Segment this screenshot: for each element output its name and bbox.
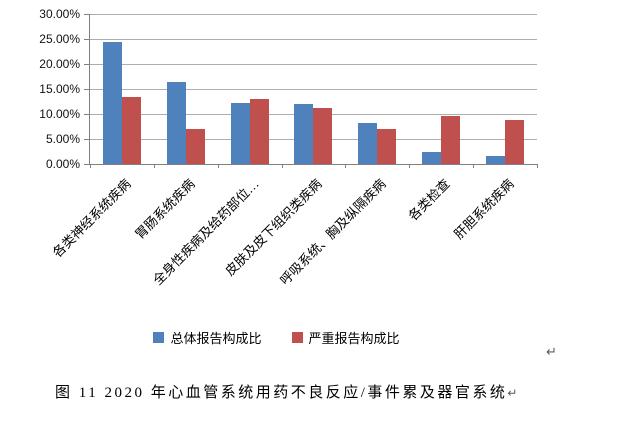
legend-swatch-serious-icon: [291, 332, 303, 343]
y-tick: [84, 64, 90, 65]
x-tick: [217, 164, 219, 168]
x-tick: [153, 164, 155, 168]
x-tick: [345, 164, 347, 168]
bar-serious: [377, 129, 397, 164]
x-tick: [281, 164, 283, 168]
legend: 总体报告构成比 严重报告构成比: [53, 328, 500, 347]
gridline: [90, 14, 537, 15]
x-category-label: 胃肠系统疾病: [131, 176, 198, 242]
bar-total: [166, 82, 186, 164]
bar-total: [358, 123, 378, 164]
caption-paragraph-mark: ↵: [507, 386, 518, 400]
figure-caption-text: 图 11 2020 年心血管系统用药不良反应/事件累及器官系统: [55, 385, 508, 401]
figure-caption: 图 11 2020 年心血管系统用药不良反应/事件累及器官系统↵: [55, 381, 517, 402]
y-tick-label: 0.00%: [45, 157, 80, 171]
gridline: [90, 89, 537, 90]
legend-item-total: 总体报告构成比: [153, 328, 262, 347]
bar-serious: [121, 97, 141, 164]
bar-serious: [249, 99, 269, 164]
bar-group: [90, 14, 154, 164]
bar-group: [154, 14, 218, 164]
y-tick: [84, 164, 90, 165]
y-tick-label: 20.00%: [39, 57, 80, 71]
bar-total: [294, 104, 314, 164]
x-axis: 各类神经系统疾病 胃肠系统疾病 全身性疾病及给药部位… 皮肤及皮下组织类疾病 呼吸系统、…: [50, 170, 536, 310]
y-tick-label: 10.00%: [39, 107, 80, 121]
gridline: [90, 64, 537, 65]
y-tick: [84, 39, 90, 40]
y-tick: [84, 89, 90, 90]
x-tick: [473, 164, 475, 168]
bar-group: [345, 14, 409, 164]
x-category-label: 全身性疾病及给药部位…: [149, 176, 262, 288]
legend-label-total: 总体报告构成比: [170, 331, 262, 346]
bar-serious: [505, 120, 525, 164]
legend-item-serious: 严重报告构成比: [291, 328, 400, 347]
y-tick-label: 5.00%: [45, 132, 80, 146]
gridline: [90, 39, 537, 40]
x-category-label: 各类神经系统疾病: [49, 176, 134, 261]
x-tick: [90, 164, 91, 168]
bar-group: [409, 14, 473, 164]
bar-total: [486, 156, 506, 164]
bar-group: [282, 14, 346, 164]
y-axis: 30.00% 25.00% 20.00% 15.00% 10.00% 5.00% 0.00%: [0, 7, 80, 171]
bar-serious: [313, 108, 333, 164]
x-tick: [537, 164, 538, 168]
x-category-label: 肝胆系统疾病: [451, 176, 517, 242]
y-tick-label: 15.00%: [39, 82, 80, 96]
bar-serious: [185, 129, 205, 164]
y-tick: [84, 14, 90, 15]
y-tick: [84, 114, 90, 115]
y-tick: [84, 139, 90, 140]
legend-swatch-total-icon: [153, 332, 165, 343]
bar-group: [218, 14, 282, 164]
paragraph-mark: ↵: [546, 344, 557, 359]
x-category-label: 各类检查: [405, 176, 453, 224]
x-tick: [409, 164, 411, 168]
y-tick-label: 30.00%: [39, 7, 80, 21]
x-category-label: 呼吸系统、胸及纵隔疾病: [277, 176, 390, 288]
bar-total: [230, 103, 250, 164]
legend-label-serious: 严重报告构成比: [308, 331, 400, 346]
bar-total: [102, 42, 122, 164]
bar-total: [422, 152, 442, 164]
y-tick-label: 25.00%: [39, 32, 80, 46]
bar-serious: [441, 116, 461, 164]
plot-area: [84, 14, 538, 168]
bar-group: [473, 14, 537, 164]
